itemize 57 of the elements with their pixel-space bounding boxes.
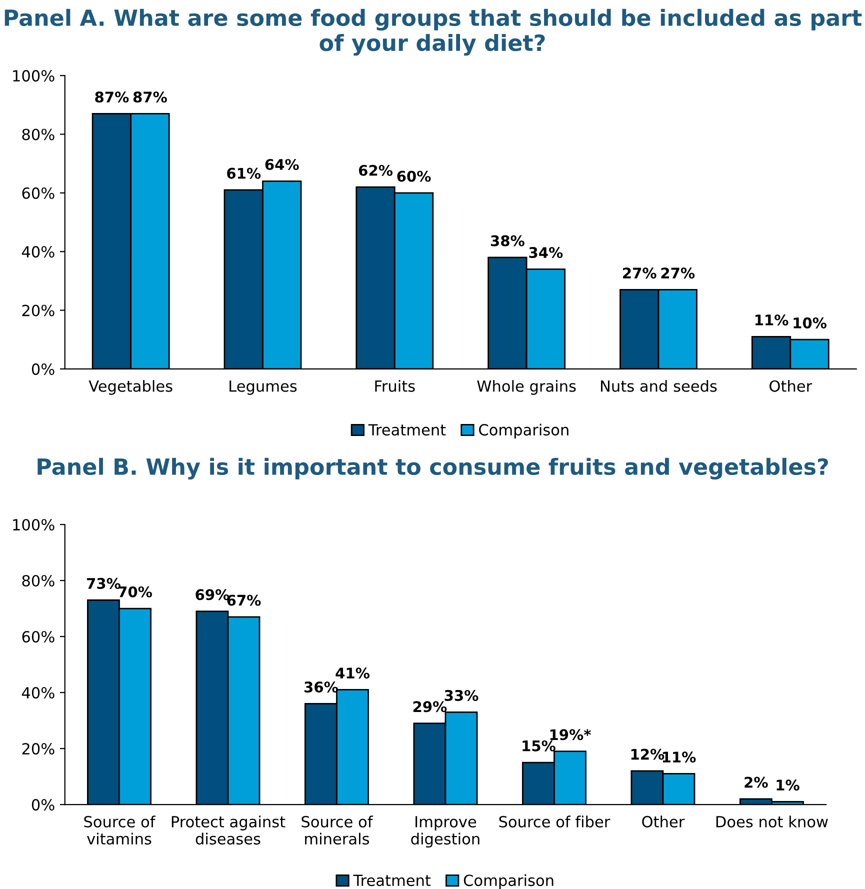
data-label: 41% xyxy=(336,668,370,679)
data-label: 27% xyxy=(661,268,695,279)
legend-label: Treatment xyxy=(368,424,446,436)
y-tick-label: 20% xyxy=(22,304,54,316)
x-tick-label: Source of fiber xyxy=(499,816,610,828)
data-label: 33% xyxy=(444,690,478,701)
data-label: 1% xyxy=(776,780,800,791)
data-label: 34% xyxy=(529,247,563,258)
x-tick-label: Source of minerals xyxy=(302,816,374,845)
data-label: 87% xyxy=(95,92,129,103)
data-label: 27% xyxy=(623,268,656,279)
y-tick-label: 80% xyxy=(22,574,54,587)
legend-label: Comparison xyxy=(479,424,568,439)
x-tick-label: Other xyxy=(770,380,812,392)
data-label: 19%* xyxy=(550,729,591,740)
x-tick-label: Other xyxy=(642,816,685,828)
y-tick-label: 100% xyxy=(13,518,54,531)
x-tick-label: Legumes xyxy=(230,380,297,395)
y-tick-label: 40% xyxy=(22,686,54,699)
y-tick-label: 80% xyxy=(22,128,54,140)
data-label: 36% xyxy=(304,682,338,693)
data-label: 87% xyxy=(133,92,167,103)
chart-title: Panel B. Why is it important to consume fruits and vegetables? xyxy=(38,458,828,480)
legend-label: Treatment xyxy=(353,874,431,886)
y-tick-label: 40% xyxy=(22,246,54,258)
data-label: 61% xyxy=(227,168,261,179)
chart-title: Panel A. What are some food groups that should be included as part of your daily diet? xyxy=(4,8,862,56)
data-label: 11% xyxy=(662,752,696,763)
y-tick-label: 100% xyxy=(13,70,54,82)
x-tick-label: Fruits xyxy=(375,380,415,392)
y-tick-label: 0% xyxy=(32,363,54,375)
data-label: 60% xyxy=(397,170,431,182)
y-tick-label: 0% xyxy=(32,799,54,811)
y-tick-label: 20% xyxy=(22,743,54,755)
x-tick-label: Vegetables xyxy=(88,380,172,395)
x-tick-label: Improve digestion xyxy=(411,816,480,848)
data-label: 38% xyxy=(490,235,524,246)
x-tick-label: Protect against diseases xyxy=(172,816,286,845)
data-label: 12% xyxy=(631,748,664,760)
data-label: 62% xyxy=(358,164,393,176)
legend-label: Comparison xyxy=(464,874,554,889)
data-label: 29% xyxy=(413,701,447,712)
data-label: 69% xyxy=(196,589,230,600)
x-tick-label: Nuts and seeds xyxy=(601,380,717,392)
data-label: 10% xyxy=(794,317,827,328)
y-tick-label: 60% xyxy=(22,630,54,643)
data-label: 67% xyxy=(227,594,261,606)
data-label: 70% xyxy=(118,586,152,598)
data-label: 73% xyxy=(87,578,120,589)
data-label: 15% xyxy=(522,740,556,752)
x-tick-label: Whole grains xyxy=(477,380,576,395)
x-tick-label: Source of vitamins xyxy=(84,816,156,845)
x-tick-label: Does not know xyxy=(716,816,828,828)
data-label: 64% xyxy=(265,158,299,170)
data-label: 2% xyxy=(744,776,768,788)
y-tick-label: 60% xyxy=(22,187,54,199)
data-label: 11% xyxy=(755,314,788,326)
